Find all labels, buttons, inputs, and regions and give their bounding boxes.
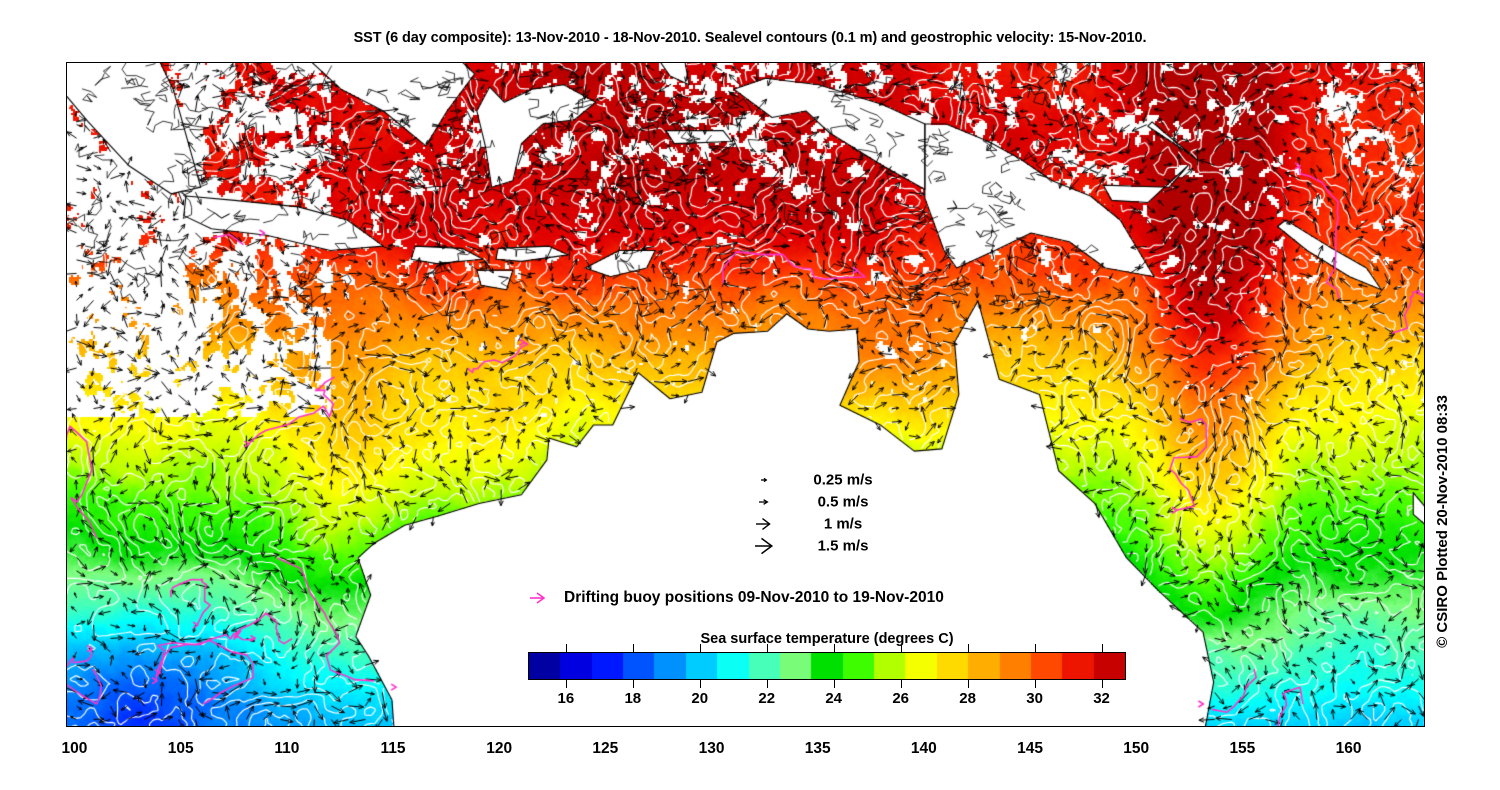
colorbar-tick bbox=[565, 644, 568, 652]
colorbar-tick bbox=[1034, 680, 1036, 688]
colorbar-tick bbox=[565, 680, 568, 688]
colorbar-tick bbox=[967, 680, 970, 688]
colorbar-tick-label: 30 bbox=[1026, 690, 1043, 707]
y-axis-tick bbox=[66, 547, 67, 548]
colorbar-tick bbox=[699, 644, 702, 652]
colorbar-tick bbox=[1101, 680, 1103, 688]
velocity-legend-row: 0.5 m/s bbox=[755, 491, 935, 513]
y-axis-tick bbox=[66, 329, 67, 330]
colorbar-tick bbox=[833, 680, 836, 688]
colorbar-tick bbox=[766, 644, 769, 652]
velocity-arrow-icon bbox=[756, 518, 771, 530]
colorbar: Sea surface temperature (degrees C) 16 18… bbox=[528, 629, 1126, 707]
sst-heatmap-canvas bbox=[67, 63, 1424, 726]
figure-title: SST (6 day composite): 13-Nov-2010 - 18-… bbox=[353, 30, 1147, 46]
y-axis-tick bbox=[66, 634, 67, 635]
x-axis-label: 115 bbox=[380, 740, 406, 757]
colorbar-tick-label: 16 bbox=[557, 690, 575, 707]
y-axis-tick bbox=[66, 111, 67, 112]
colorbar-tick-label: 26 bbox=[892, 690, 909, 707]
colorbar-tick-label: 20 bbox=[691, 690, 709, 707]
colorbar-tick-label: 32 bbox=[1093, 690, 1110, 707]
buoy-track-arrow-icon bbox=[530, 592, 546, 604]
colorbar-tick bbox=[900, 680, 903, 688]
y-axis-tick bbox=[66, 678, 67, 679]
y-axis-tick bbox=[66, 155, 67, 156]
colorbar-tick-label: 28 bbox=[959, 690, 976, 707]
y-axis-tick bbox=[66, 460, 67, 461]
colorbar-tick-label: 24 bbox=[825, 690, 843, 707]
copyright-credit: © CSIRO Plotted 20-Nov-2010 08:33 bbox=[1434, 395, 1451, 648]
x-axis-label: 140 bbox=[910, 740, 937, 757]
velocity-arrow-icon bbox=[759, 499, 769, 505]
velocity-legend-row: 0.25 m/s bbox=[755, 469, 935, 491]
velocity-scale-legend: 0.25 m/s 0.5 m/s 1 m/s bbox=[755, 469, 935, 557]
y-axis-tick bbox=[66, 503, 67, 504]
velocity-legend-label: 1.5 m/s bbox=[817, 537, 869, 555]
y-axis-tick bbox=[66, 67, 67, 68]
colorbar-tick bbox=[632, 680, 635, 688]
x-axis-label: 150 bbox=[1123, 740, 1150, 757]
y-axis-tick bbox=[66, 242, 67, 243]
velocity-legend-label: 0.25 m/s bbox=[813, 471, 873, 489]
y-axis-tick bbox=[66, 721, 67, 722]
colorbar-tick bbox=[632, 644, 635, 652]
velocity-legend-row: 1.5 m/s bbox=[755, 535, 935, 557]
velocity-arrow-icon bbox=[755, 537, 774, 555]
x-axis-label: 130 bbox=[698, 740, 725, 757]
x-axis-label: 155 bbox=[1229, 740, 1256, 757]
x-axis-label: 125 bbox=[592, 740, 619, 757]
y-axis-tick bbox=[66, 285, 67, 286]
buoy-legend-label: Drifting buoy positions 09-Nov-2010 to 1… bbox=[564, 589, 944, 606]
velocity-arrow-icon bbox=[761, 477, 768, 483]
colorbar-tick-label: 18 bbox=[624, 690, 642, 707]
map-plot-area[interactable]: 0.25 m/s 0.5 m/s 1 m/s bbox=[66, 62, 1425, 727]
x-axis-label: 105 bbox=[167, 740, 194, 757]
x-axis-label: 145 bbox=[1017, 740, 1043, 757]
y-axis-tick bbox=[66, 373, 67, 374]
colorbar-canvas bbox=[529, 653, 1125, 679]
colorbar-tick bbox=[1101, 644, 1103, 652]
colorbar-tick bbox=[967, 644, 970, 652]
velocity-legend-label: 0.5 m/s bbox=[817, 493, 869, 511]
colorbar-tick bbox=[766, 680, 769, 688]
x-axis-label: 160 bbox=[1335, 740, 1362, 757]
colorbar-tick bbox=[1034, 644, 1036, 652]
colorbar-gradient: 16 18 20 22 24 26 28 30 32 bbox=[528, 644, 1126, 707]
y-axis-tick bbox=[66, 416, 67, 417]
x-axis-label: 110 bbox=[274, 740, 300, 757]
colorbar-tick bbox=[900, 644, 903, 652]
y-axis-tick bbox=[66, 198, 67, 199]
velocity-legend-label: 1 m/s bbox=[823, 515, 863, 533]
x-axis-label: 100 bbox=[61, 740, 88, 757]
x-axis-label: 135 bbox=[804, 740, 831, 757]
colorbar-tick bbox=[833, 644, 836, 652]
colorbar-title: Sea surface temperature (degrees C) bbox=[700, 631, 954, 647]
colorbar-tick-label: 22 bbox=[758, 690, 776, 707]
colorbar-tick bbox=[699, 680, 702, 688]
x-axis-label: 120 bbox=[486, 740, 513, 757]
y-axis-tick bbox=[66, 591, 67, 592]
velocity-legend-row: 1 m/s bbox=[755, 513, 935, 535]
